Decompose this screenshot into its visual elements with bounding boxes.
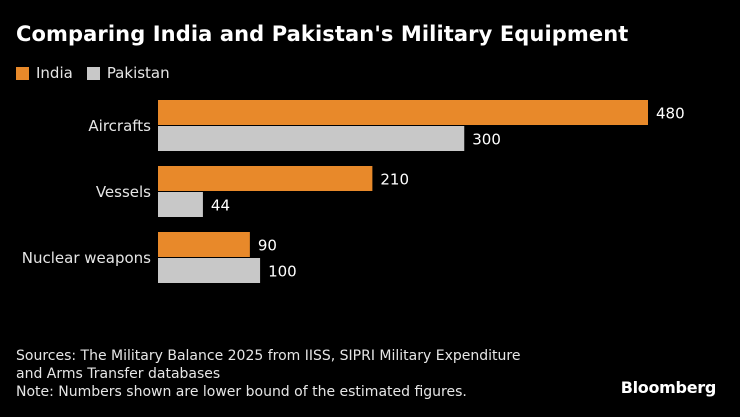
legend-item-india: India [16,64,73,82]
bar-chart: Aircrafts 480 300 Vessels 210 44 Nuclear weapo… [22,100,685,283]
bar-india-vessels [158,166,373,191]
chart-title: Comparing India and Pakistan's Military … [16,22,629,46]
chart-footer: Sources: The Military Balance 2025 from … [16,347,616,401]
category-label-aircrafts: Aircrafts [88,117,151,135]
footnote: Note: Numbers shown are lower bound of t… [16,384,467,400]
legend: India Pakistan [16,63,184,83]
bar-pakistan-aircrafts [158,126,465,151]
bar-india-nuclear-weapons [158,232,250,257]
legend-swatch-pakistan [86,66,100,80]
value-label-india-aircrafts: 480 [656,105,685,123]
source-line-2: and Arms Transfer databases [16,366,221,382]
legend-label-pakistan: Pakistan [106,64,170,82]
value-label-india-vessels: 210 [380,171,409,189]
legend-swatch-india [16,66,29,80]
value-label-pakistan-aircrafts: 300 [472,131,501,149]
bar-india-aircrafts [158,100,648,125]
category-label-vessels: Vessels [96,183,151,201]
category-label-nuclear-weapons: Nuclear weapons [22,249,151,267]
value-label-pakistan-nuclear-weapons: 100 [268,263,297,281]
bar-pakistan-nuclear-weapons [158,258,261,283]
bar-pakistan-vessels [158,192,203,217]
brand-logo: Bloomberg [620,378,717,397]
legend-label-india: India [36,64,73,82]
value-label-india-nuclear-weapons: 90 [258,237,277,255]
source-line-1: Sources: The Military Balance 2025 from … [16,348,521,364]
legend-item-pakistan: Pakistan [86,64,170,82]
value-label-pakistan-vessels: 44 [211,197,230,215]
